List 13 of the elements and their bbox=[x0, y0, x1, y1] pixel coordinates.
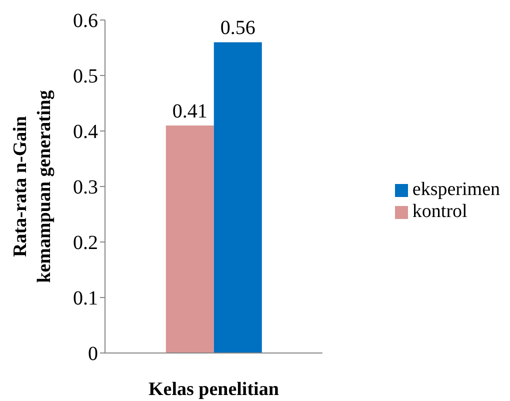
y-tick-label: 0 bbox=[88, 343, 98, 366]
legend-label: kontrol bbox=[412, 200, 468, 222]
y-tick-label: 0.5 bbox=[73, 66, 98, 88]
data-label: 0.56 bbox=[220, 17, 256, 40]
y-tick-label: 0.4 bbox=[73, 121, 98, 144]
y-axis-title: Rata-rata n-Gain kemampuan generating bbox=[10, 90, 55, 283]
y-tick-label: 0.3 bbox=[73, 176, 98, 199]
data-label: 0.41 bbox=[172, 100, 208, 122]
y-tick-label: 0.6 bbox=[73, 10, 98, 32]
x-axis-title: Kelas penelitian bbox=[148, 379, 280, 400]
legend-label: eksperimen bbox=[412, 178, 500, 200]
y-tick-label: 0.1 bbox=[73, 288, 98, 310]
y-tick-label: 0.2 bbox=[73, 232, 98, 254]
